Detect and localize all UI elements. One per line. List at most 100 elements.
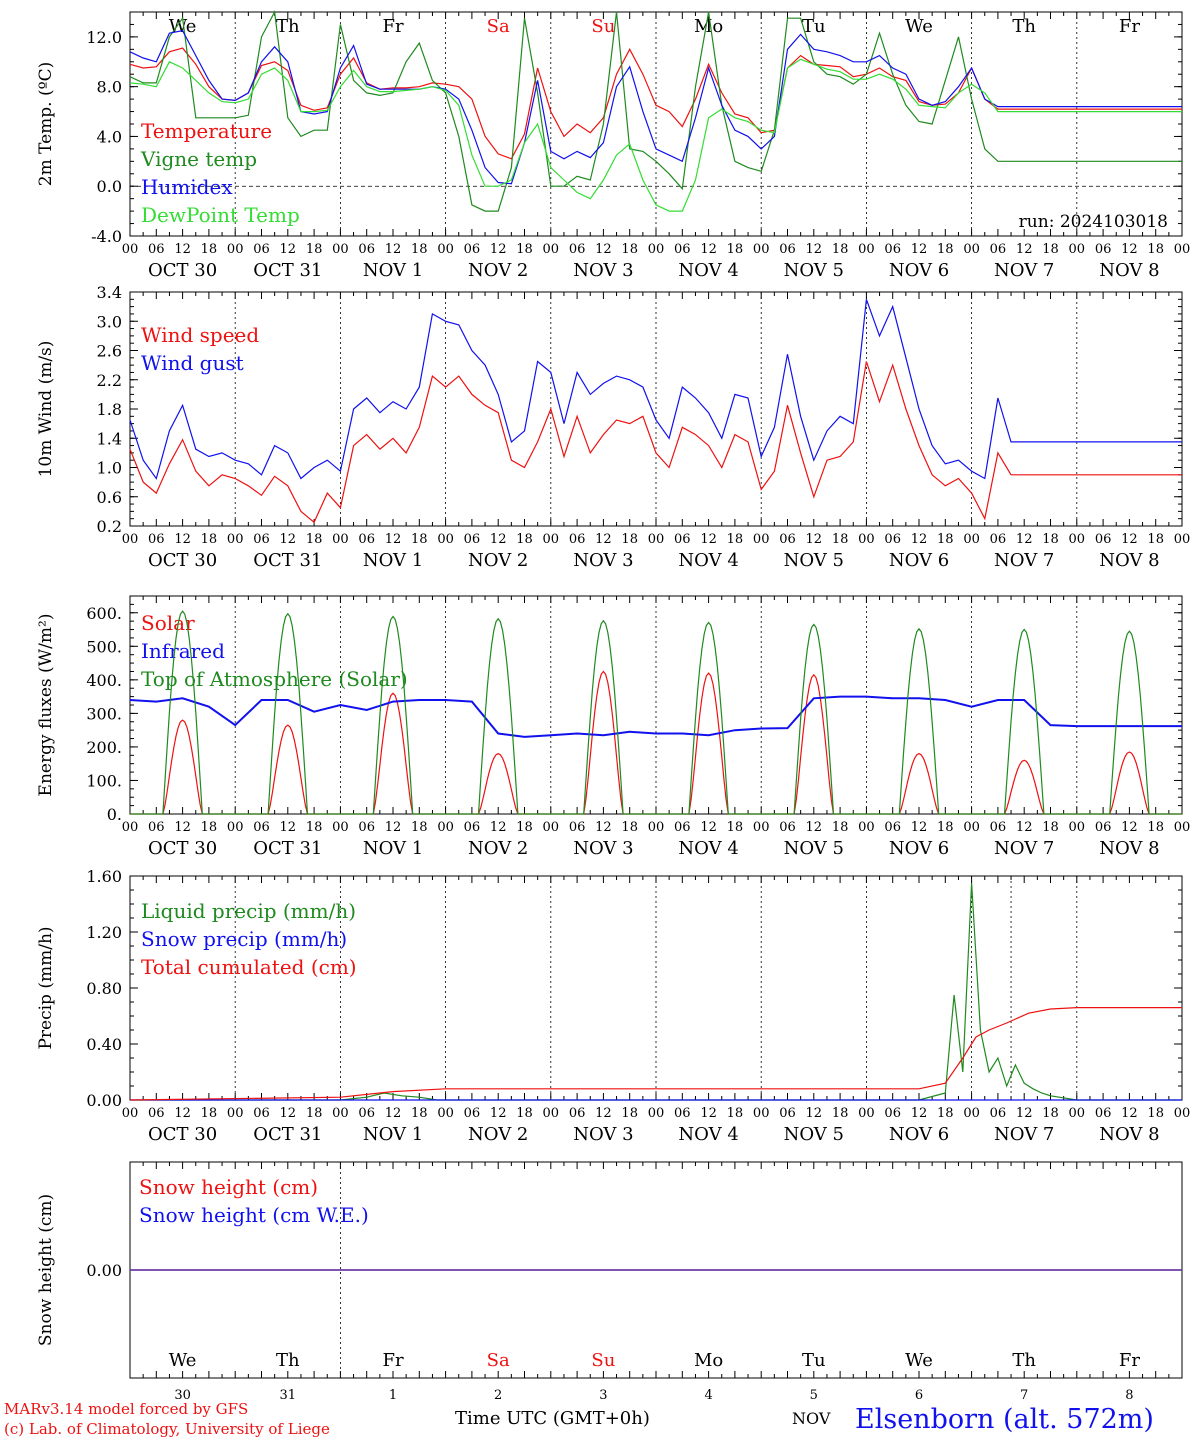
weekday-label: Sa — [487, 1350, 510, 1371]
hour-tick-label: 12 — [490, 242, 507, 257]
weekday-label: Fr — [1119, 1350, 1140, 1371]
meteogram-panels: -4.00.04.08.012.02m Temp. (ºC)00 06 12 18 00… — [36, 10, 1191, 1403]
y-tick-label: 3.0 — [97, 312, 122, 331]
hour-tick-label: 12 — [1121, 1106, 1138, 1121]
y-tick-label: 0.2 — [97, 517, 122, 536]
weekday-label: Tu — [802, 1350, 826, 1371]
hour-tick-label: 12 — [595, 532, 612, 547]
hour-tick-label: 00 — [648, 242, 665, 257]
hour-tick-label: 00 — [1174, 242, 1191, 257]
legend-entry: DewPoint Temp — [141, 203, 300, 227]
y-tick-label: 2.6 — [97, 342, 122, 361]
hour-tick-label: 18 — [1042, 1106, 1059, 1121]
hour-tick-label: 18 — [727, 1106, 744, 1121]
hour-tick-label: 18 — [621, 820, 638, 835]
date-label: NOV 8 — [1099, 1124, 1159, 1145]
weekday-label: Th — [276, 16, 300, 37]
hour-tick-label: 18 — [937, 532, 954, 547]
hour-tick-label: 06 — [569, 532, 586, 547]
hour-tick-label: 12 — [911, 242, 928, 257]
hour-tick-label: 18 — [306, 1106, 323, 1121]
date-label: NOV 8 — [1099, 550, 1159, 571]
date-label: NOV 1 — [363, 838, 423, 859]
hour-tick-label: 06 — [464, 532, 481, 547]
footer-model-credit: MARv3.14 model forced by GFS — [4, 1400, 248, 1418]
hour-tick-label: 00 — [1069, 820, 1086, 835]
hour-tick-label: 00 — [543, 820, 560, 835]
hour-tick-label: 12 — [1016, 1106, 1033, 1121]
weekday-label: Th — [1012, 16, 1036, 37]
y-tick-label: 600. — [86, 604, 122, 623]
hour-tick-label: 18 — [832, 242, 849, 257]
date-label: NOV 4 — [678, 838, 738, 859]
hour-tick-label: 12 — [280, 532, 297, 547]
weekday-label: Tu — [802, 16, 826, 37]
hour-tick-label: 12 — [1016, 820, 1033, 835]
hour-tick-label: 00 — [543, 532, 560, 547]
hour-tick-label: 06 — [569, 242, 586, 257]
hour-tick-label: 00 — [437, 820, 454, 835]
hour-tick-label: 12 — [806, 532, 823, 547]
date-label: NOV 7 — [994, 1124, 1054, 1145]
hour-tick-label: 06 — [884, 242, 901, 257]
hour-tick-label: 00 — [1069, 242, 1086, 257]
hour-tick-label: 06 — [674, 532, 691, 547]
day-number-label: 4 — [704, 1388, 712, 1403]
hour-tick-label: 18 — [201, 532, 218, 547]
hour-tick-label: 18 — [832, 820, 849, 835]
legend-entry: Humidex — [141, 175, 233, 199]
y-axis-label: 2m Temp. (ºC) — [36, 62, 56, 187]
hour-tick-label: 12 — [595, 242, 612, 257]
day-number-label: 30 — [174, 1388, 191, 1403]
date-label: NOV 4 — [678, 1124, 738, 1145]
date-label: NOV 1 — [363, 550, 423, 571]
hour-tick-label: 00 — [963, 1106, 980, 1121]
hour-tick-label: 06 — [990, 820, 1007, 835]
y-tick-label: 0. — [107, 805, 122, 824]
hour-tick-label: 00 — [1174, 532, 1191, 547]
date-label: NOV 7 — [994, 550, 1054, 571]
hour-tick-label: 06 — [148, 242, 165, 257]
date-label: NOV 3 — [573, 1124, 633, 1145]
weekday-label: Su — [591, 1350, 615, 1371]
legend-entry: Solar — [141, 611, 195, 635]
hour-tick-label: 06 — [884, 532, 901, 547]
hour-tick-label: 18 — [516, 1106, 533, 1121]
hour-tick-label: 18 — [1042, 532, 1059, 547]
date-label: NOV 4 — [678, 260, 738, 281]
hour-tick-label: 06 — [990, 532, 1007, 547]
hour-tick-label: 06 — [569, 1106, 586, 1121]
panel-5: 0.00 Snow height (cm) We 30 Th 31 Fr 1 Sa 2 Su 3 Mo 4… — [36, 1161, 1183, 1403]
y-tick-label: 1.20 — [86, 923, 122, 942]
hour-tick-label: 12 — [1016, 532, 1033, 547]
date-label: NOV 3 — [573, 260, 633, 281]
hour-tick-label: 06 — [1095, 532, 1112, 547]
day-number-label: 3 — [599, 1388, 607, 1403]
hour-tick-label: 06 — [253, 242, 270, 257]
date-label: NOV 8 — [1099, 260, 1159, 281]
hour-tick-label: 06 — [990, 1106, 1007, 1121]
y-tick-label: 500. — [86, 637, 122, 656]
weekday-label: Th — [1012, 1350, 1036, 1371]
hour-tick-label: 18 — [306, 242, 323, 257]
series-line-vigne-temp — [129, 10, 1182, 212]
weekday-label: We — [905, 16, 933, 37]
y-tick-label: 100. — [86, 771, 122, 790]
hour-tick-label: 18 — [516, 532, 533, 547]
series-line-wind-gust — [129, 299, 1182, 480]
hour-tick-label: 00 — [227, 820, 244, 835]
date-label: NOV 7 — [994, 838, 1054, 859]
y-tick-label: 300. — [86, 704, 122, 723]
hour-tick-label: 00 — [1174, 1106, 1191, 1121]
hour-tick-label: 18 — [411, 820, 428, 835]
weekday-label: We — [905, 1350, 933, 1371]
hour-tick-label: 12 — [700, 820, 717, 835]
date-label: NOV 2 — [468, 260, 528, 281]
hour-tick-label: 12 — [280, 242, 297, 257]
weekday-label: Fr — [382, 16, 403, 37]
hour-tick-label: 12 — [595, 1106, 612, 1121]
hour-tick-label: 18 — [201, 242, 218, 257]
legend-entry: Temperature — [141, 119, 272, 143]
hour-tick-label: 00 — [437, 1106, 454, 1121]
